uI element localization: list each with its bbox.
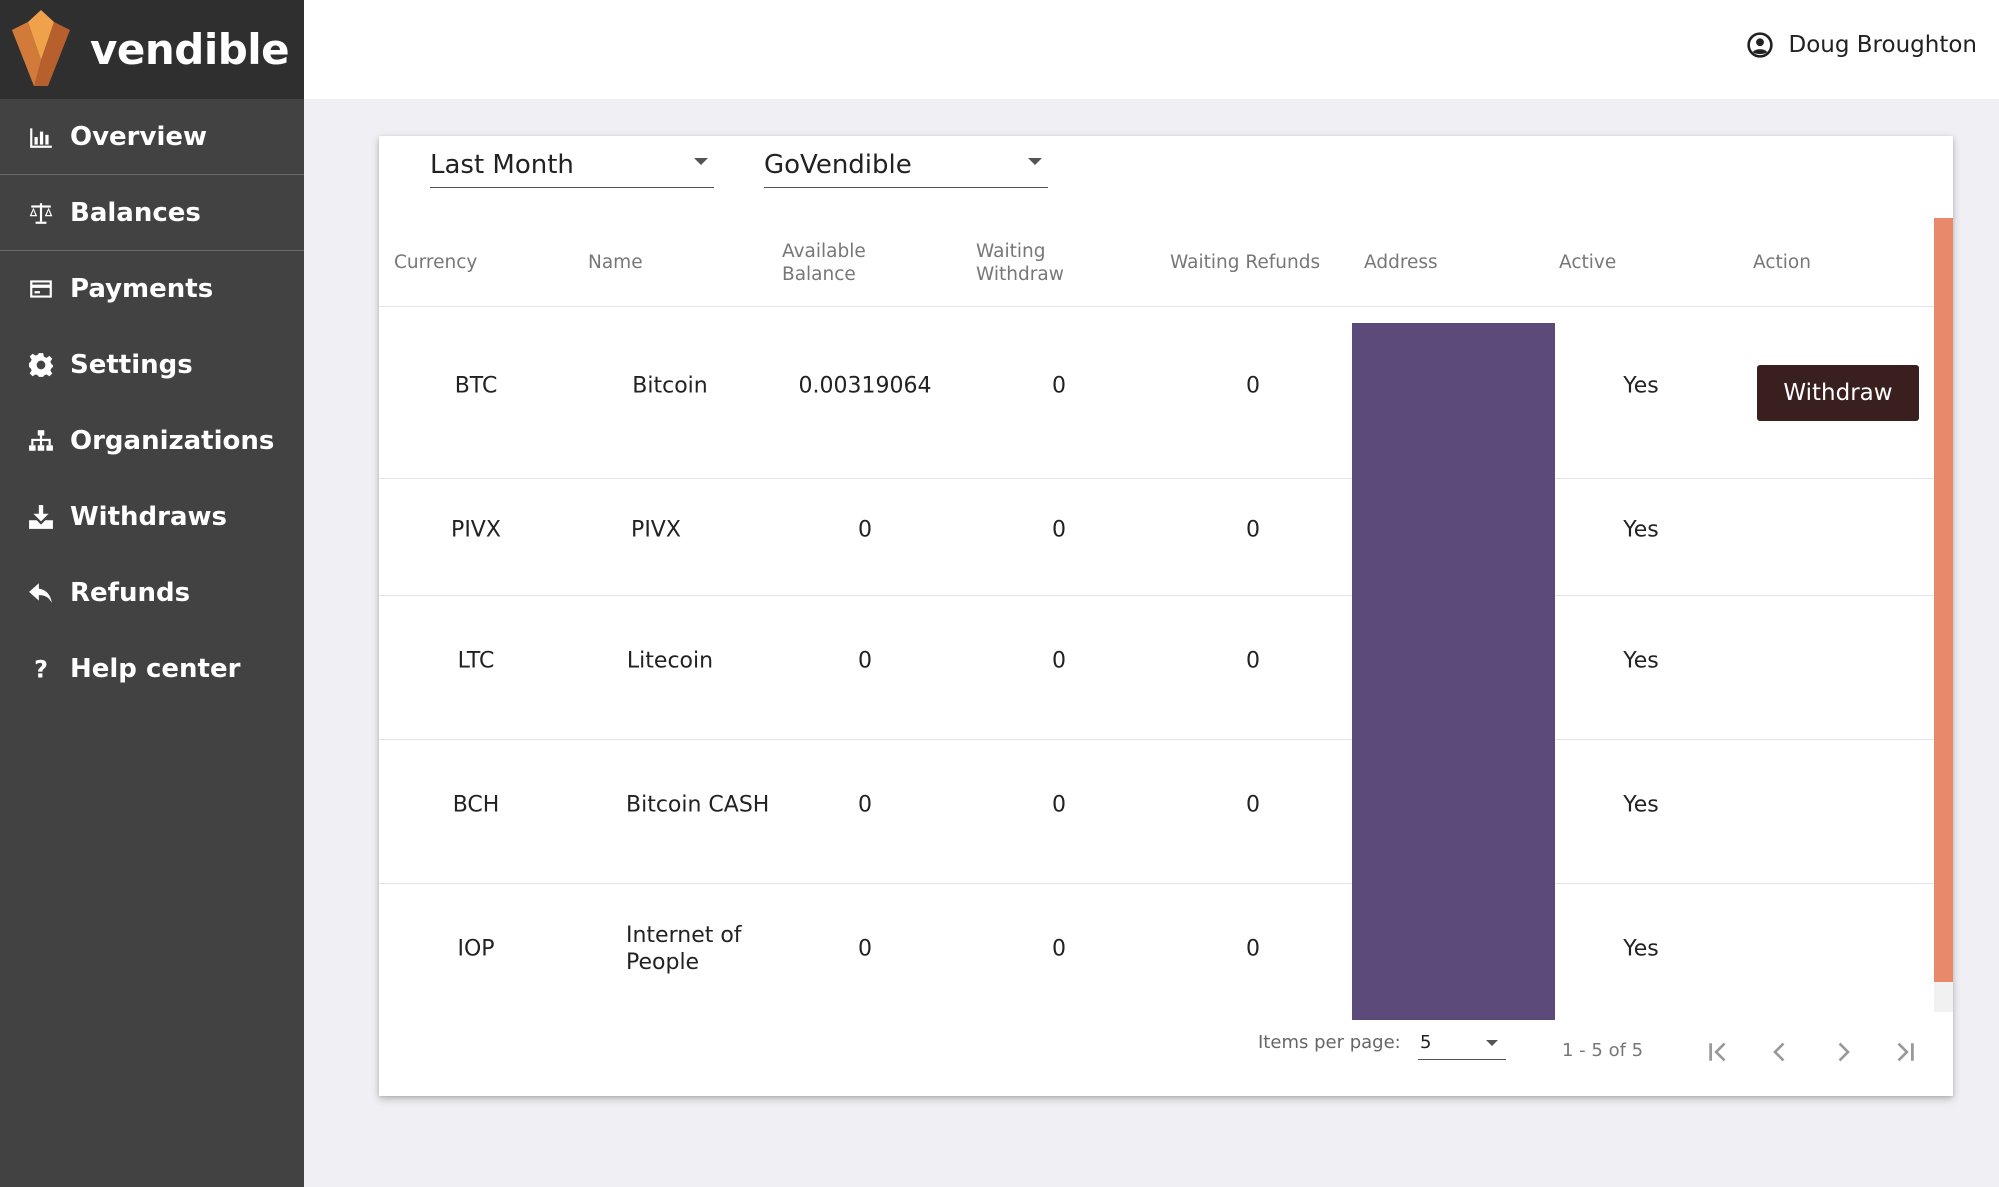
- header-divider: [379, 306, 1934, 307]
- cell-name: Internet of People: [626, 923, 742, 975]
- cell-waiting-refunds: 0: [1246, 517, 1260, 543]
- cell-active: Yes: [1623, 517, 1659, 543]
- cell-active: Yes: [1623, 936, 1659, 962]
- cell-active: Yes: [1623, 648, 1659, 674]
- last-page-button[interactable]: [1887, 1034, 1923, 1070]
- column-header-currency[interactable]: Currency: [394, 252, 478, 273]
- user-menu[interactable]: Doug Broughton: [1746, 32, 1978, 58]
- cell-waiting-withdraw: 0: [1052, 792, 1066, 818]
- row-divider: [379, 595, 1934, 596]
- reply-icon: [26, 578, 56, 608]
- dropdown-arrow-icon: [1486, 1040, 1498, 1046]
- nav-item-payments[interactable]: Payments: [0, 251, 304, 327]
- first-page-icon: [1709, 1042, 1726, 1062]
- nav-label: Settings: [70, 350, 193, 380]
- nav-label: Withdraws: [70, 502, 228, 532]
- cell-waiting-refunds: 0: [1246, 936, 1260, 962]
- credit-card-icon: [26, 274, 56, 304]
- previous-page-button[interactable]: [1762, 1034, 1798, 1070]
- first-page-button[interactable]: [1700, 1034, 1736, 1070]
- user-name: Doug Broughton: [1788, 32, 1978, 58]
- column-header-action: Action: [1753, 252, 1811, 273]
- nav-label: Organizations: [70, 426, 275, 456]
- items-per-page-label: Items per page:: [1258, 1032, 1401, 1053]
- nav-item-overview[interactable]: Overview: [0, 99, 304, 175]
- cell-available-balance: 0: [858, 517, 872, 543]
- nav-item-withdraws[interactable]: Withdraws: [0, 479, 304, 555]
- cell-currency: IOP: [457, 936, 495, 962]
- nav-label: Help center: [70, 654, 241, 684]
- nav-label: Payments: [70, 274, 214, 304]
- cell-waiting-withdraw: 0: [1052, 648, 1066, 674]
- cell-currency: BTC: [454, 373, 498, 399]
- cell-waiting-withdraw: 0: [1052, 936, 1066, 962]
- cell-name: Bitcoin CASH: [626, 792, 770, 818]
- chevron-right-icon: [1838, 1042, 1850, 1062]
- vendible-logo-icon: [12, 9, 70, 86]
- logo-bar: vendible: [0, 0, 304, 99]
- cell-waiting-withdraw: 0: [1052, 373, 1066, 399]
- cell-currency: LTC: [457, 648, 495, 674]
- dropdown-arrow-icon: [694, 158, 708, 165]
- nav-item-organizations[interactable]: Organizations: [0, 403, 304, 479]
- balances-card: Last Month GoVendible Currency Name Avai…: [379, 136, 1953, 1096]
- row-divider: [379, 478, 1934, 479]
- top-header: Doug Broughton: [304, 0, 1999, 99]
- cell-available-balance: 0: [858, 792, 872, 818]
- nav-label: Balances: [70, 197, 201, 228]
- nav-label: Refunds: [70, 578, 191, 608]
- cell-available-balance: 0: [858, 936, 872, 962]
- cell-available-balance: 0: [858, 648, 872, 674]
- period-select[interactable]: Last Month: [430, 136, 714, 188]
- page-range: 1 - 5 of 5: [1562, 1040, 1644, 1061]
- column-header-available-balance[interactable]: Available Balance: [782, 241, 866, 285]
- chevron-left-icon: [1773, 1042, 1785, 1062]
- row-divider: [379, 739, 1934, 740]
- scale-icon: [26, 198, 56, 228]
- period-select-value: Last Month: [430, 149, 574, 180]
- nav-label: Overview: [70, 121, 208, 152]
- address-redaction-block: [1352, 323, 1555, 1020]
- nav-item-refunds[interactable]: Refunds: [0, 555, 304, 631]
- sidebar: vendible Overview Balances Payments Sett…: [0, 0, 304, 1187]
- download-icon: [26, 502, 56, 532]
- cell-waiting-refunds: 0: [1246, 648, 1260, 674]
- cell-waiting-refunds: 0: [1246, 792, 1260, 818]
- cell-currency: BCH: [452, 792, 500, 818]
- column-header-address[interactable]: Address: [1364, 252, 1438, 273]
- items-per-page-value: 5: [1420, 1032, 1432, 1053]
- nav-item-balances[interactable]: Balances: [0, 175, 304, 251]
- svg-text:?: ?: [34, 656, 48, 682]
- cell-name: Litecoin: [626, 648, 714, 674]
- nav-item-help-center[interactable]: ? Help center: [0, 631, 304, 707]
- question-icon: ?: [26, 654, 56, 684]
- cell-name: PIVX: [631, 517, 681, 543]
- row-divider: [379, 883, 1934, 884]
- next-page-button[interactable]: [1825, 1034, 1861, 1070]
- brand-name: vendible: [90, 25, 290, 74]
- sitemap-icon: [26, 426, 56, 456]
- cell-active: Yes: [1623, 373, 1659, 399]
- organization-select-value: GoVendible: [764, 149, 912, 180]
- column-header-waiting-withdraw[interactable]: Waiting Withdraw: [976, 241, 1064, 285]
- items-per-page-select[interactable]: 5: [1418, 1028, 1506, 1060]
- dropdown-arrow-icon: [1028, 158, 1042, 165]
- cell-waiting-withdraw: 0: [1052, 517, 1066, 543]
- scrollbar-thumb[interactable]: [1934, 218, 1953, 982]
- column-header-name[interactable]: Name: [588, 252, 643, 273]
- last-page-icon: [1897, 1042, 1914, 1062]
- organization-select[interactable]: GoVendible: [764, 136, 1048, 188]
- user-account-icon: [1746, 32, 1773, 58]
- gear-icon: [26, 350, 56, 380]
- cell-name: Bitcoin: [632, 373, 708, 399]
- nav-item-settings[interactable]: Settings: [0, 327, 304, 403]
- column-header-active[interactable]: Active: [1559, 252, 1617, 273]
- cell-waiting-refunds: 0: [1246, 373, 1260, 399]
- bar-chart-icon: [26, 122, 56, 152]
- column-header-waiting-refunds[interactable]: Waiting Refunds: [1170, 252, 1321, 273]
- cell-currency: PIVX: [451, 517, 501, 543]
- withdraw-button[interactable]: Withdraw: [1757, 365, 1919, 421]
- cell-available-balance: 0.00319064: [798, 373, 932, 399]
- cell-active: Yes: [1623, 792, 1659, 818]
